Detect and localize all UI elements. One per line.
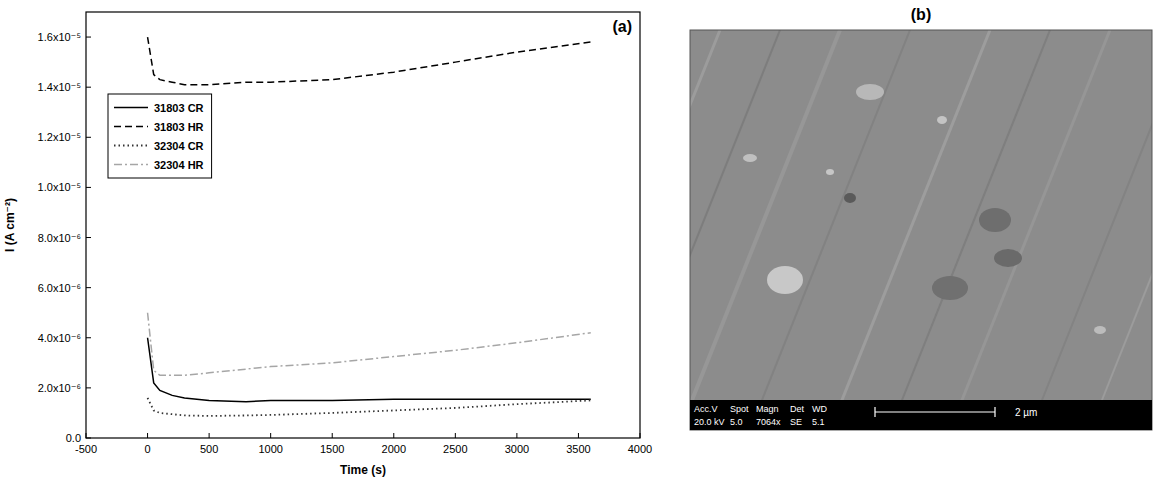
info-header: Acc.V [694, 404, 718, 414]
x-axis-title: Time (s) [340, 463, 386, 477]
scale-bar-end [994, 407, 995, 417]
info-value: 7064x [756, 417, 781, 427]
legend: 31803 CR 31803 HR 32304 CR 32304 HR [108, 94, 212, 178]
series-line [148, 37, 591, 85]
y-tick-label: 1.2x10⁻⁵ [38, 131, 81, 143]
particle [767, 266, 803, 294]
y-tick-label: 0.0 [66, 432, 81, 444]
y-tick [86, 87, 91, 88]
y-tick [86, 237, 91, 238]
y-tick [86, 438, 91, 439]
info-value: SE [790, 417, 802, 427]
y-tick [86, 187, 91, 188]
x-tick-label: 3000 [505, 443, 529, 455]
y-tick [86, 37, 91, 38]
x-tick-label: 500 [200, 443, 218, 455]
info-header: Spot [730, 404, 749, 414]
particle [743, 154, 757, 162]
y-tick-label: 4.0x10⁻⁶ [38, 332, 81, 344]
x-tick [332, 433, 333, 438]
scale-bar-end [874, 407, 875, 417]
info-header: Det [790, 404, 805, 414]
info-value: 5.0 [730, 417, 743, 427]
x-tick-label: -500 [75, 443, 97, 455]
info-header: Magn [756, 404, 779, 414]
x-tick-label: 2500 [443, 443, 467, 455]
series-line [148, 313, 591, 376]
streak [1090, 30, 1152, 430]
x-tick [393, 433, 394, 438]
image-frame [690, 30, 1152, 430]
streak [950, 30, 1110, 430]
particle [826, 169, 834, 175]
x-tick-label: 2000 [382, 443, 406, 455]
x-tick [147, 433, 148, 438]
legend-swatch [114, 126, 148, 128]
streak [1030, 30, 1152, 430]
x-tick [86, 433, 87, 438]
info-value: 20.0 kV [694, 417, 725, 427]
y-axis-title: I (A cm⁻²) [3, 198, 17, 252]
x-tick-label: 1500 [320, 443, 344, 455]
particle [1094, 326, 1106, 334]
x-tick-label: 4000 [628, 443, 652, 455]
streak [890, 30, 1050, 430]
x-tick [455, 433, 456, 438]
series-line [148, 398, 591, 416]
x-tick [209, 433, 210, 438]
sem-image [690, 30, 1152, 430]
legend-box [108, 94, 212, 178]
y-tick-label: 1.6x10⁻⁵ [38, 31, 81, 43]
legend-swatch [114, 145, 148, 147]
series-group [148, 37, 591, 416]
scale-bar-label: 2 µm [1015, 407, 1037, 418]
y-tick [86, 137, 91, 138]
streak [750, 30, 910, 430]
series-line [148, 338, 591, 402]
legend-label: 32304 CR [154, 140, 204, 152]
info-header: WD [812, 404, 827, 414]
particle [844, 193, 856, 203]
plot-frame [86, 12, 640, 438]
particle [994, 249, 1022, 267]
streak [690, 30, 840, 430]
legend-label: 31803 HR [154, 121, 204, 133]
y-tick-label: 8.0x10⁻⁶ [38, 232, 81, 244]
legend-swatch [114, 107, 148, 109]
particle [932, 276, 968, 300]
particle [856, 84, 884, 100]
particle [979, 208, 1011, 232]
x-tick-label: 3500 [566, 443, 590, 455]
x-tick [516, 433, 517, 438]
figure: -500 0 500 1000 1500 2000 2500 3000 3500 4000 0.0 2… [0, 0, 1160, 492]
y-tick-label: 2.0x10⁻⁶ [38, 382, 81, 394]
x-tick-label: 1000 [258, 443, 282, 455]
particle [937, 116, 947, 124]
x-tick [640, 433, 641, 438]
info-bar [690, 400, 1152, 430]
y-tick-label: 6.0x10⁻⁶ [38, 282, 81, 294]
x-tick [578, 433, 579, 438]
y-tick [86, 337, 91, 338]
y-tick-label: 1.4x10⁻⁵ [38, 81, 81, 93]
panel-label: (a) [612, 18, 632, 35]
legend-label: 31803 CR [154, 102, 204, 114]
legend-swatch [114, 164, 148, 166]
scale-bar [875, 411, 995, 412]
x-tick-label: 0 [144, 443, 150, 455]
legend-label: 32304 HR [154, 159, 204, 171]
y-tick-label: 1.0x10⁻⁵ [38, 181, 81, 193]
streak [830, 30, 990, 430]
panel-label: (b) [911, 6, 931, 23]
y-tick [86, 287, 91, 288]
y-tick [86, 387, 91, 388]
x-tick [270, 433, 271, 438]
info-value: 5.1 [812, 417, 825, 427]
